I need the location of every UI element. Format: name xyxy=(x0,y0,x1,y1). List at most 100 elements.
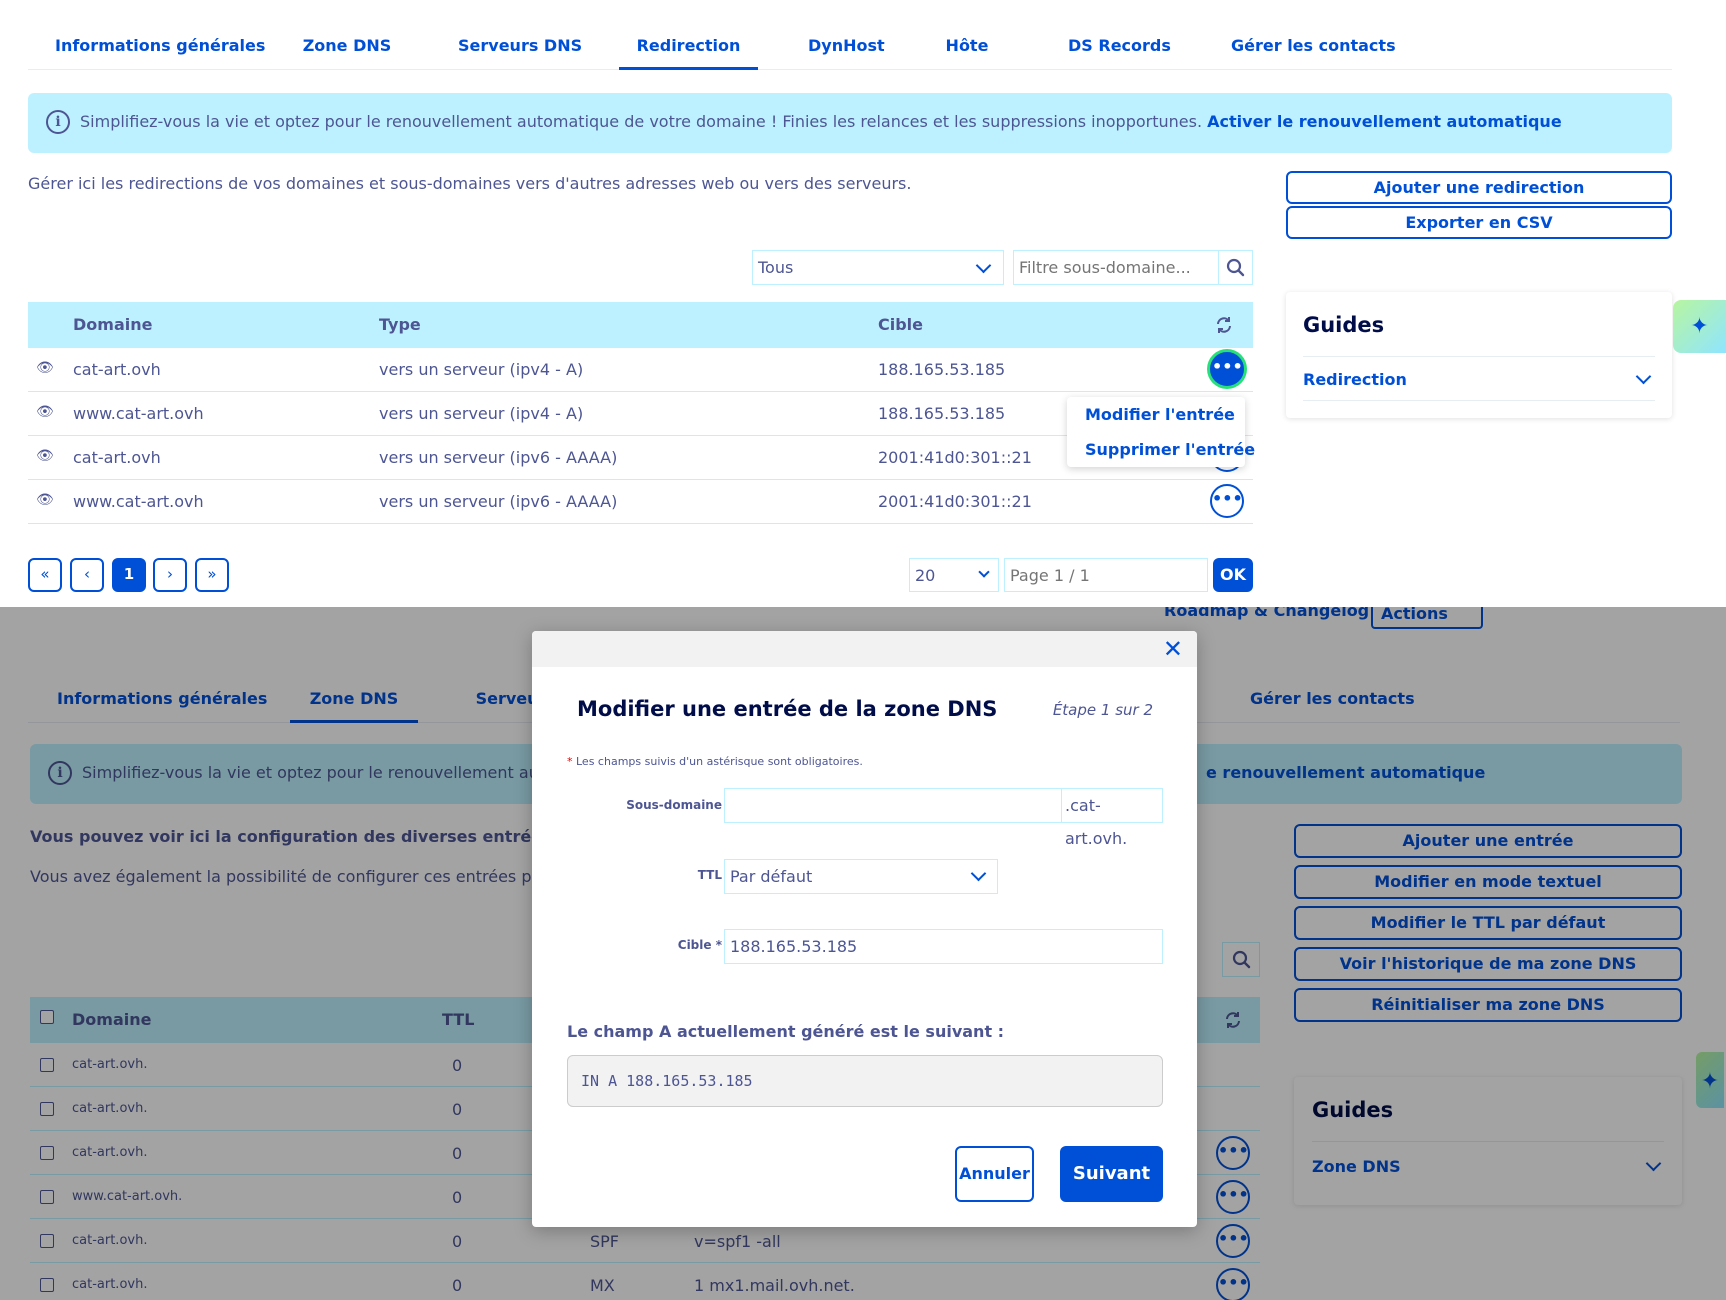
tab-zone-dns[interactable]: Zone DNS xyxy=(302,36,392,55)
info-icon: i xyxy=(48,761,72,785)
assistant-sparkle-button[interactable]: ✦ xyxy=(1694,1050,1726,1110)
guides-panel: Guides Zone DNS xyxy=(1294,1077,1682,1205)
row-domain: cat-art.ovh. xyxy=(72,1057,148,1072)
row-type: MX xyxy=(590,1276,615,1295)
actions-dropdown[interactable]: Actions xyxy=(1371,607,1483,629)
row-actions-button[interactable]: ••• xyxy=(1210,484,1244,518)
row-domain: www.cat-art.ovh xyxy=(73,492,204,511)
row-target: 1 mx1.mail.ovh.net. xyxy=(694,1276,855,1295)
reset-zone-button[interactable]: Réinitialiser ma zone DNS xyxy=(1294,988,1682,1022)
guides-panel: Guides Redirection xyxy=(1286,292,1672,418)
row-domain: cat-art.ovh. xyxy=(72,1145,148,1160)
tab-ds-records[interactable]: DS Records xyxy=(1068,36,1171,55)
go-page-button[interactable]: OK xyxy=(1213,558,1253,592)
add-redirection-button[interactable]: Ajouter une redirection xyxy=(1286,171,1672,204)
column-type: Type xyxy=(379,315,421,334)
ttl-select[interactable]: Par défaut xyxy=(724,859,998,894)
type-filter-value: Tous xyxy=(758,258,794,277)
roadmap-link[interactable]: Roadmap & Changelog xyxy=(1164,607,1370,620)
assistant-sparkle-button[interactable]: ✦ xyxy=(1673,300,1726,353)
edit-text-mode-button[interactable]: Modifier en mode textuel xyxy=(1294,865,1682,899)
target-required-star: * xyxy=(715,938,722,952)
last-page-button[interactable]: » xyxy=(195,558,229,592)
page-number-input[interactable] xyxy=(1004,558,1208,592)
row-actions-button[interactable]: ••• xyxy=(1216,1180,1250,1214)
cancel-button[interactable]: Annuler xyxy=(955,1146,1034,1202)
row-checkbox[interactable] xyxy=(40,1146,54,1160)
first-page-button[interactable]: « xyxy=(28,558,62,592)
tab-gerer-les-contacts[interactable]: Gérer les contacts xyxy=(1231,36,1396,55)
hidden-eye-icon: 👁 xyxy=(36,404,54,420)
view-zone-history-button[interactable]: Voir l'historique de ma zone DNS xyxy=(1294,947,1682,981)
row-checkbox[interactable] xyxy=(40,1058,54,1072)
table-row: cat-art.ovh. 0 MX 1 mx1.mail.ovh.net. ••… xyxy=(30,1263,1260,1300)
subdomain-input[interactable] xyxy=(724,788,1062,823)
select-all-checkbox[interactable] xyxy=(40,1010,54,1024)
required-note: * Les champs suivis d'un astérisque sont… xyxy=(567,755,863,768)
row-domain: cat-art.ovh xyxy=(73,360,161,379)
required-note-text: Les champs suivis d'un astérisque sont o… xyxy=(576,755,863,768)
column-domaine: Domaine xyxy=(73,315,153,334)
search-icon xyxy=(1226,258,1245,277)
current-page-button[interactable]: 1 xyxy=(112,558,146,592)
close-icon[interactable]: ✕ xyxy=(1162,635,1183,663)
chevron-down-icon[interactable] xyxy=(1635,368,1652,385)
tab-zone-dns[interactable]: Zone DNS xyxy=(290,679,418,723)
edit-entry-menu-item[interactable]: Modifier l'entrée xyxy=(1085,405,1235,424)
row-ttl: 0 xyxy=(452,1144,463,1163)
row-ttl: 0 xyxy=(452,1100,463,1119)
refresh-icon[interactable] xyxy=(1223,1010,1243,1030)
row-checkbox[interactable] xyxy=(40,1278,54,1292)
refresh-icon[interactable] xyxy=(1214,315,1234,335)
tab-informations-generales[interactable]: Informations générales xyxy=(55,36,266,55)
auto-renew-banner: i Simplifiez-vous la vie et optez pour l… xyxy=(28,93,1672,153)
guide-link-zone-dns[interactable]: Zone DNS xyxy=(1312,1157,1401,1176)
zone-description: Vous avez également la possibilité de co… xyxy=(30,867,570,886)
guides-title: Guides xyxy=(1303,313,1385,337)
subdomain-filter-input[interactable] xyxy=(1013,250,1219,285)
row-actions-button[interactable]: ••• xyxy=(1216,1224,1250,1258)
row-target: v=spf1 -all xyxy=(694,1232,781,1251)
tab-serveurs-dns[interactable]: Serveurs DNS xyxy=(458,36,583,55)
row-checkbox[interactable] xyxy=(40,1190,54,1204)
row-actions-button[interactable]: ••• xyxy=(1216,1268,1250,1300)
page-size-select[interactable]: 20 xyxy=(909,558,999,592)
target-input[interactable] xyxy=(724,929,1163,964)
search-button[interactable] xyxy=(1218,250,1253,285)
subdomain-suffix: .cat-art.ovh. xyxy=(1061,788,1163,848)
tab-informations-generales[interactable]: Informations générales xyxy=(57,689,268,708)
row-type: vers un serveur (ipv4 - A) xyxy=(379,404,584,423)
activate-auto-renew-link[interactable]: e renouvellement automatique xyxy=(1206,763,1486,782)
row-target: 188.165.53.185 xyxy=(878,404,1006,423)
actions-label: Actions xyxy=(1381,607,1448,623)
next-page-button[interactable]: › xyxy=(153,558,187,592)
row-checkbox[interactable] xyxy=(40,1102,54,1116)
guides-title: Guides xyxy=(1312,1098,1394,1122)
row-actions-button[interactable]: ••• xyxy=(1216,1136,1250,1170)
row-type: vers un serveur (ipv4 - A) xyxy=(379,360,584,379)
tab-redirection[interactable]: Redirection xyxy=(619,26,758,70)
tab-gerer-les-contacts[interactable]: Gérer les contacts xyxy=(1250,689,1415,708)
tab-serveurs-dns[interactable]: Serveur xyxy=(475,689,547,708)
edit-default-ttl-button[interactable]: Modifier le TTL par défaut xyxy=(1294,906,1682,940)
guide-link-redirection[interactable]: Redirection xyxy=(1303,370,1407,389)
row-actions-button[interactable]: ••• xyxy=(1210,352,1244,386)
column-domaine: Domaine xyxy=(72,1010,152,1029)
export-csv-button[interactable]: Exporter en CSV xyxy=(1286,206,1672,239)
prev-page-button[interactable]: ‹ xyxy=(70,558,104,592)
add-entry-button[interactable]: Ajouter une entrée xyxy=(1294,824,1682,858)
target-label: Cible * xyxy=(572,938,722,952)
delete-entry-menu-item[interactable]: Supprimer l'entrée xyxy=(1085,440,1256,459)
row-checkbox[interactable] xyxy=(40,1234,54,1248)
ttl-value: Par défaut xyxy=(730,867,813,886)
sparkle-icon: ✦ xyxy=(1690,314,1709,339)
tab-dynhost[interactable]: DynHost xyxy=(808,36,885,55)
required-star: * xyxy=(567,755,573,768)
edit-dns-entry-modal: ✕ Modifier une entrée de la zone DNS Éta… xyxy=(532,631,1197,1227)
tab-hote[interactable]: Hôte xyxy=(945,36,989,55)
target-label-text: Cible xyxy=(677,938,712,952)
activate-auto-renew-link[interactable]: Activer le renouvellement automatique xyxy=(1207,112,1562,131)
next-button[interactable]: Suivant xyxy=(1060,1146,1163,1202)
search-button[interactable] xyxy=(1222,942,1260,977)
type-filter-select[interactable]: Tous xyxy=(752,250,1004,285)
